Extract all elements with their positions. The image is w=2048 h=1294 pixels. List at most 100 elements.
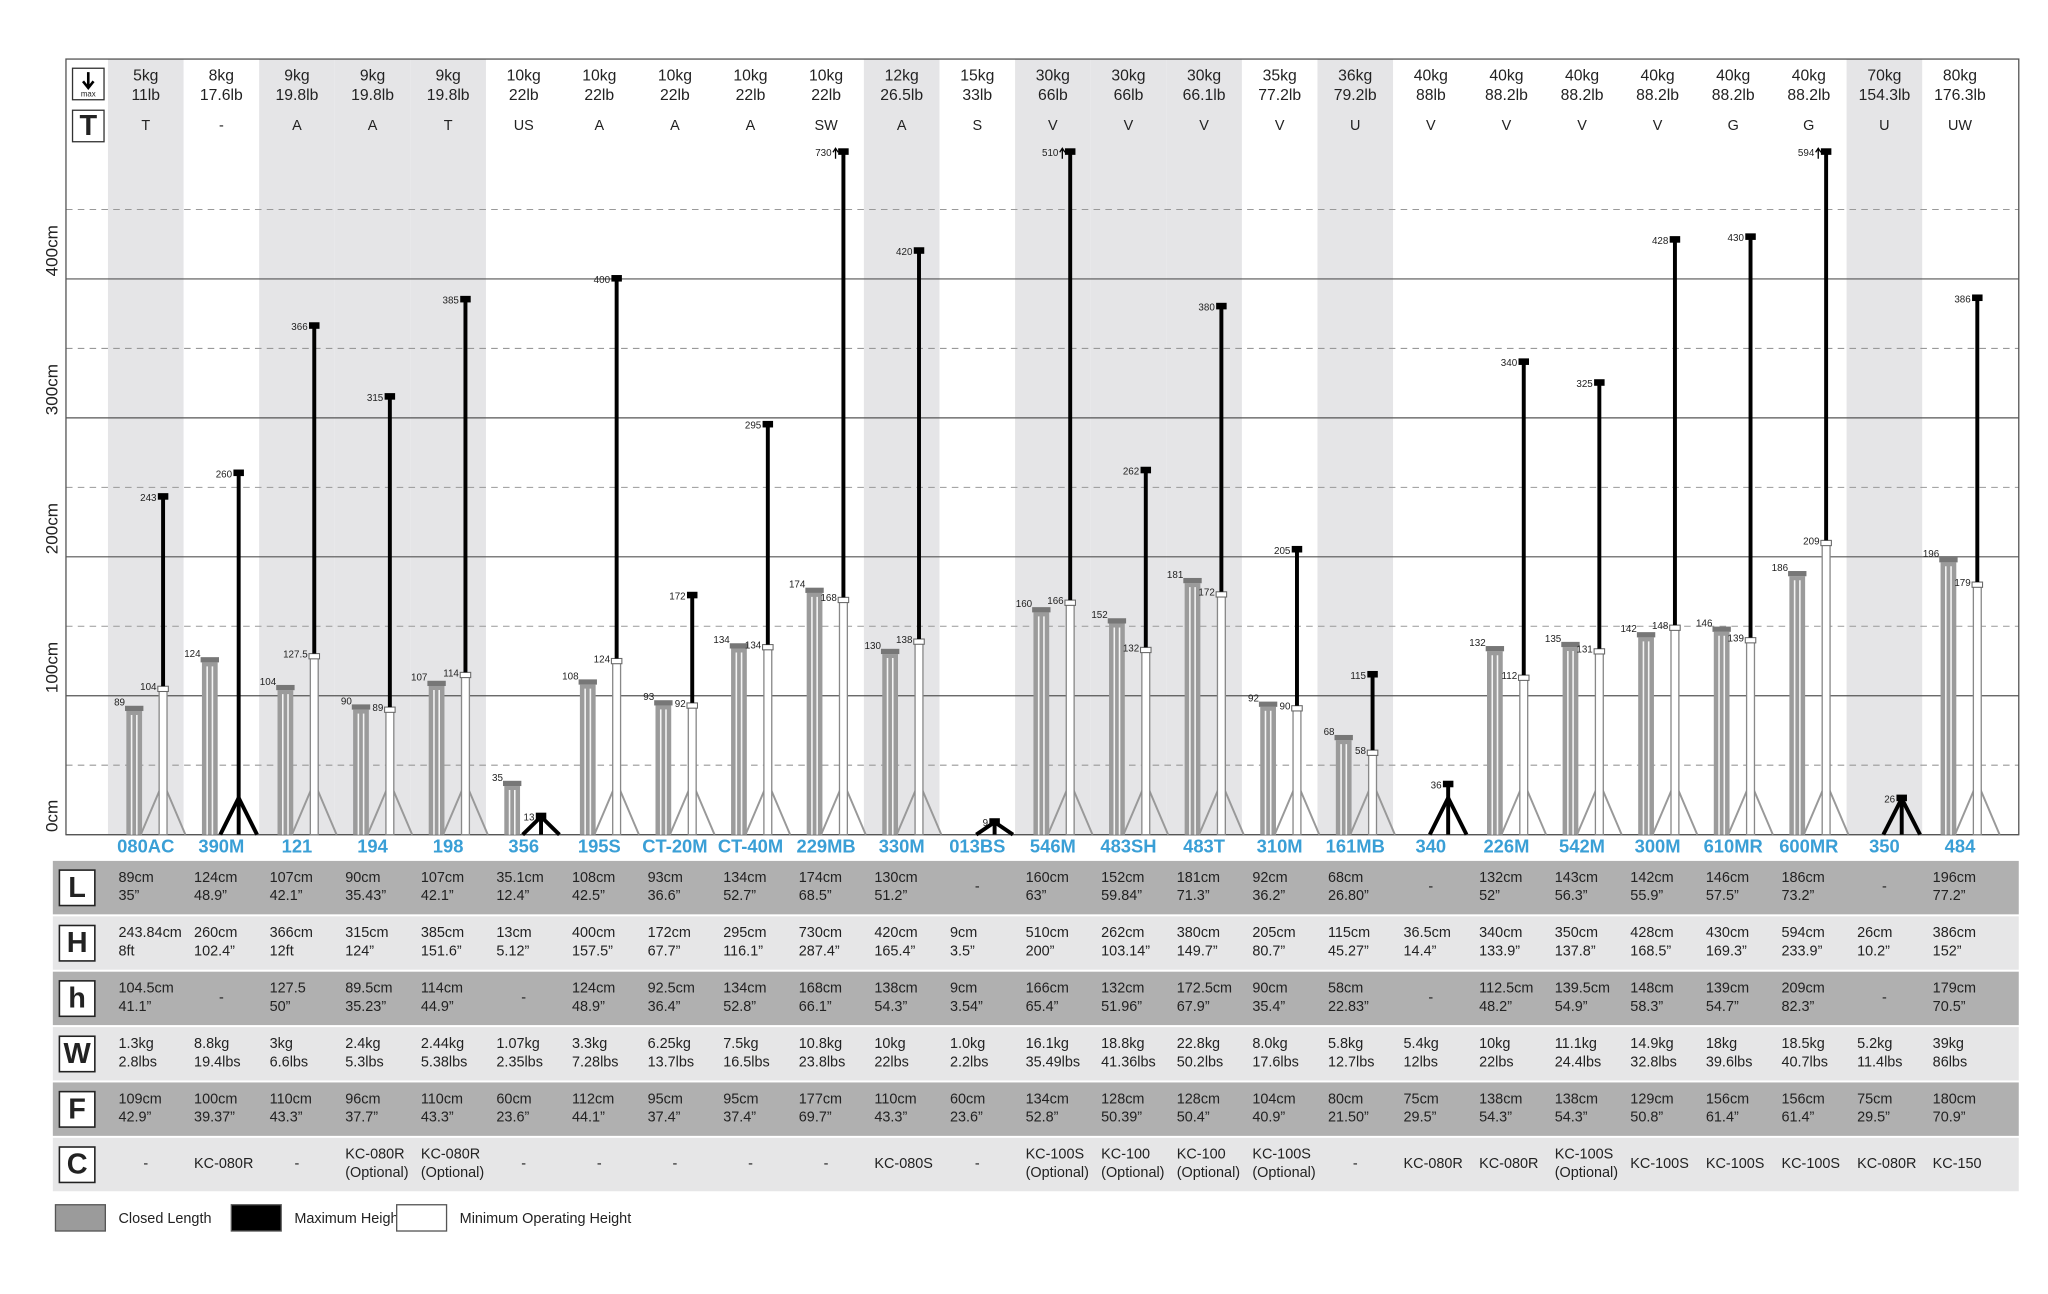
- bar-cap: [1788, 571, 1807, 577]
- tripod-leg: [1899, 797, 1922, 836]
- table-cell: 132cm: [1101, 981, 1144, 997]
- table-cell: 44.1”: [572, 1110, 605, 1126]
- weight-lb: 66.1lb: [1183, 87, 1226, 104]
- table-cell: KC-080R: [1857, 1156, 1916, 1172]
- weight-kg: 5kg: [133, 67, 158, 84]
- max-cap: [1291, 545, 1303, 553]
- table-cell: 50.4”: [1177, 1110, 1210, 1126]
- max-cap: [913, 247, 925, 254]
- min-cap: [1820, 539, 1832, 547]
- table-cell: 43.3”: [874, 1110, 907, 1126]
- weight-lb: 176.3lb: [1934, 87, 1986, 104]
- overflow-arrow: [1059, 147, 1066, 159]
- table-cell: (Optional): [345, 1165, 408, 1181]
- stand-type: A: [292, 118, 302, 134]
- table-cell: 12lbs: [1404, 1054, 1438, 1070]
- bar-cap: [654, 700, 673, 706]
- weight-kg: 9kg: [435, 67, 460, 84]
- row-icon: F: [68, 1093, 86, 1125]
- table-cell: 112.5cm: [1479, 981, 1533, 997]
- closed-length-bar: [731, 648, 747, 835]
- table-cell: 400cm: [572, 925, 615, 941]
- tripod-leg: [1446, 797, 1469, 836]
- stand-type: A: [368, 118, 378, 134]
- weight-kg: 30kg: [1111, 67, 1145, 84]
- table-cell: 13cm: [496, 925, 531, 941]
- max-cap: [1669, 236, 1681, 243]
- max-height-label: 36: [1431, 781, 1442, 792]
- max-height-label: 9: [983, 818, 988, 829]
- min-cap: [837, 596, 850, 604]
- table-cell: 180cm: [1933, 1091, 1976, 1107]
- table-cell: 157.5”: [572, 944, 613, 960]
- table-cell: 104cm: [1252, 1091, 1295, 1107]
- closed-length-bar: [353, 709, 369, 835]
- table-cell: KC-080S: [874, 1156, 933, 1172]
- min-cap: [1215, 591, 1228, 598]
- stand-type: T: [444, 118, 453, 134]
- table-cell: 186cm: [1782, 870, 1825, 886]
- table-cell: 2.44kg: [421, 1036, 464, 1052]
- table-cell: 295cm: [723, 925, 766, 941]
- closed-length-bar: [1789, 576, 1806, 835]
- y-tick-label: 400cm: [42, 225, 61, 276]
- table-row: [52, 860, 2019, 915]
- table-cell: 510cm: [1026, 925, 1069, 941]
- weight-kg: 40kg: [1792, 67, 1826, 84]
- column-shade: [1166, 59, 1242, 835]
- min-height-label: 134: [745, 640, 762, 651]
- table-cell: -: [975, 1156, 980, 1172]
- table-cell: 39.37”: [194, 1110, 235, 1126]
- table-cell: 110cm: [270, 1091, 312, 1107]
- table-cell: 142cm: [1630, 870, 1673, 886]
- closed-length-label: 68: [1324, 727, 1335, 738]
- y-tick-label: 0cm: [42, 800, 61, 832]
- max-cap: [838, 148, 849, 155]
- stand-type: V: [1653, 118, 1663, 134]
- table-cell: 42.5”: [572, 888, 605, 904]
- table-cell: 43.3”: [270, 1110, 303, 1126]
- table-cell: -: [143, 1156, 148, 1172]
- table-cell: 16.1kg: [1026, 1036, 1069, 1052]
- bar-cap: [502, 780, 522, 787]
- closed-length-label: 89: [114, 698, 125, 709]
- max-height-label: 510: [1042, 148, 1059, 159]
- table-cell: KC-080R: [1404, 1156, 1463, 1172]
- table-cell: -: [295, 1156, 300, 1172]
- min-height-label: 168: [820, 593, 837, 604]
- table-cell: 51.2”: [874, 888, 907, 904]
- max-height-label: 386: [1954, 294, 1971, 305]
- table-cell: 92cm: [1252, 870, 1287, 886]
- table-cell: 90cm: [345, 870, 380, 886]
- max-cap: [1518, 358, 1530, 365]
- bar-cap: [1712, 626, 1731, 632]
- table-cell: 168.5”: [1630, 944, 1671, 960]
- table-cell: 36.2”: [1252, 888, 1285, 904]
- legend-label: Minimum Operating Height: [460, 1211, 632, 1227]
- min-height-bar: [1821, 543, 1831, 836]
- table-cell: 42.1”: [421, 888, 454, 904]
- table-cell: 56.3”: [1555, 888, 1588, 904]
- x-tick-label: 226M: [1483, 836, 1529, 857]
- bar-cap: [729, 643, 749, 649]
- closed-length-bar: [1109, 623, 1125, 835]
- table-cell: 243.84cm: [118, 925, 181, 941]
- bar-cap: [1258, 701, 1278, 707]
- table-cell: 24.4lbs: [1555, 1054, 1602, 1070]
- legend-swatch: [230, 1204, 282, 1232]
- x-tick-label: 300M: [1635, 836, 1681, 857]
- table-cell: 1.0kg: [950, 1036, 985, 1052]
- table-cell: 70.9”: [1933, 1110, 1966, 1126]
- table-cell: 48.2”: [1479, 999, 1512, 1015]
- max-height-label: 262: [1123, 467, 1139, 478]
- table-cell: 22lbs: [874, 1054, 908, 1070]
- bar-cap: [1334, 734, 1353, 741]
- table-cell: KC-100: [1177, 1147, 1226, 1163]
- max-height-label: 325: [1576, 379, 1593, 390]
- max-cap: [762, 420, 774, 428]
- weight-kg: 9kg: [284, 67, 309, 84]
- bar-cap: [578, 679, 597, 685]
- table-cell: 139.5cm: [1555, 981, 1610, 997]
- table-cell: 89.5cm: [345, 981, 392, 997]
- table-cell: 35”: [118, 888, 139, 904]
